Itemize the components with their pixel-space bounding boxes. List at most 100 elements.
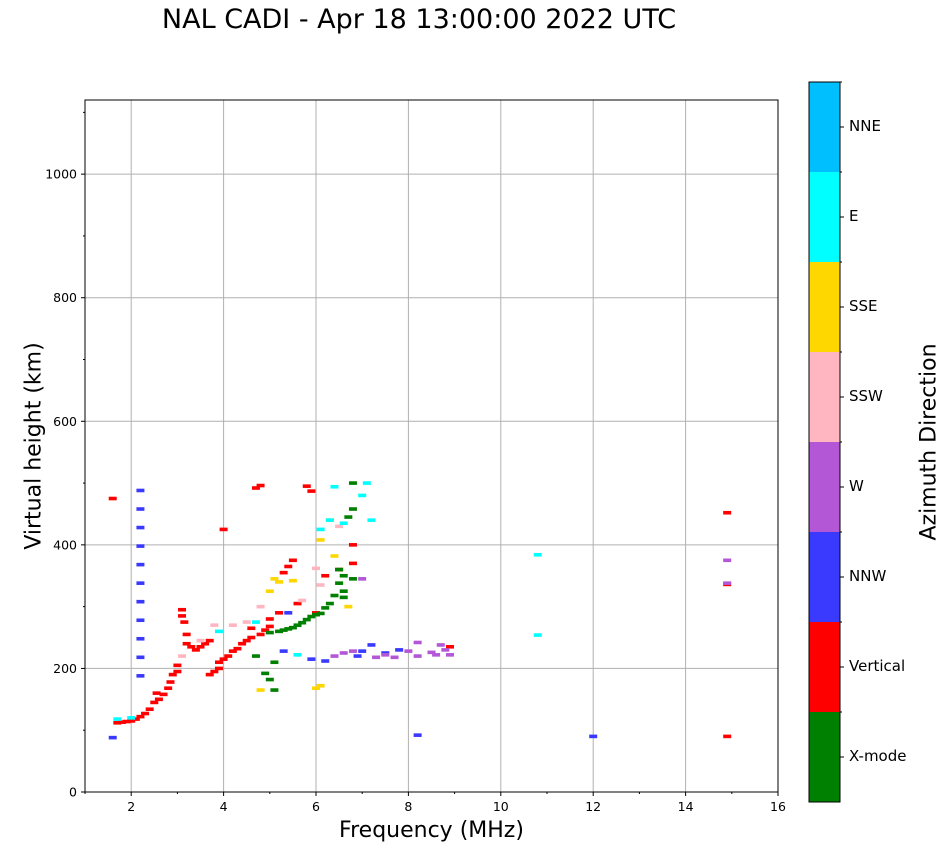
data-point-nnw <box>367 643 376 647</box>
x-tick-label: 2 <box>127 799 135 814</box>
data-point-vertical <box>141 711 150 716</box>
data-point-sse <box>256 688 265 692</box>
colorbar-swatch <box>809 712 840 802</box>
data-point-nnw <box>108 735 117 740</box>
chart-title: NAL CADI - Apr 18 13:00:00 2022 UTC <box>161 4 677 35</box>
y-tick-label: 800 <box>53 290 77 305</box>
data-point-vertical <box>166 680 175 684</box>
data-point-sse <box>275 580 284 584</box>
data-point-vertical <box>251 486 260 490</box>
data-point-ssw <box>196 638 205 643</box>
data-point-w <box>413 654 422 658</box>
data-point-x-mode <box>339 589 348 593</box>
data-point-vertical <box>150 700 159 705</box>
data-point-x-mode <box>279 628 288 632</box>
colorbar-label: Vertical <box>849 657 906 675</box>
data-point-x-mode <box>316 611 325 616</box>
colorbar-frame <box>808 81 841 803</box>
data-point-nnw <box>284 611 293 615</box>
x-tick-label: 8 <box>404 799 412 814</box>
data-point-nnw <box>136 525 145 530</box>
data-point-e <box>533 552 542 557</box>
data-point-vertical <box>117 720 126 724</box>
data-point-vertical <box>113 721 122 725</box>
colorbar <box>808 81 844 803</box>
data-point-x-mode <box>302 617 311 622</box>
data-point-nnw <box>136 507 145 511</box>
data-point-e <box>367 518 376 522</box>
x-tick-label: 14 <box>678 799 694 814</box>
data-point-vertical <box>196 645 205 649</box>
data-point-sse <box>344 604 353 609</box>
data-point-vertical <box>136 714 145 719</box>
x-axis-label: Frequency (MHz) <box>339 818 524 843</box>
data-point-vertical <box>108 496 117 501</box>
data-point-x-mode <box>335 567 344 572</box>
data-point-w <box>413 640 422 645</box>
plot-frame <box>84 99 779 793</box>
data-point-vertical <box>723 510 732 515</box>
data-point-nnw <box>136 562 145 567</box>
data-point-x-mode <box>270 688 279 692</box>
data-point-vertical <box>275 611 284 615</box>
data-point-vertical <box>238 641 247 646</box>
colorbar-swatch <box>809 532 840 622</box>
data-point-sse <box>270 577 279 581</box>
data-point-nnw <box>307 657 316 661</box>
data-point-vertical <box>219 527 228 532</box>
data-point-x-mode <box>335 581 344 585</box>
y-tick-label: 600 <box>53 414 77 429</box>
data-point-nnw <box>279 649 288 653</box>
data-point-x-mode <box>321 606 330 610</box>
data-point-sse <box>312 686 320 690</box>
data-point-e <box>293 653 302 657</box>
data-point-nnw <box>136 488 145 493</box>
data-point-vertical <box>228 649 237 653</box>
data-point-vertical <box>210 669 219 674</box>
data-point-sse <box>330 554 339 558</box>
data-point-e <box>358 493 367 498</box>
data-point-w <box>427 650 436 655</box>
data-point-vertical <box>178 607 187 612</box>
data-point-w <box>441 648 450 652</box>
data-point-vertical <box>247 626 256 631</box>
data-point-vertical <box>288 558 297 563</box>
data-point-vertical <box>224 654 233 658</box>
data-point-vertical <box>265 624 274 629</box>
data-point-x-mode <box>339 573 348 578</box>
data-point-vertical <box>182 641 191 646</box>
data-point-vertical <box>293 601 302 606</box>
data-point-vertical <box>219 657 228 661</box>
data-point-vertical <box>214 666 223 671</box>
data-point-vertical <box>168 672 177 677</box>
data-point-e <box>330 484 339 489</box>
data-point-w <box>381 653 390 657</box>
data-point-x-mode <box>293 623 302 627</box>
data-point-ssw <box>228 623 237 627</box>
data-point-nnw <box>381 651 390 655</box>
data-point-vertical <box>127 719 136 723</box>
data-point-x-mode <box>270 660 279 665</box>
y-tick-label: 1000 <box>45 167 77 182</box>
data-point-vertical <box>191 648 200 652</box>
data-point-x-mode <box>344 515 353 519</box>
data-point-vertical <box>256 483 265 488</box>
data-point-x-mode <box>348 577 357 581</box>
data-point-ssw <box>316 583 325 587</box>
data-point-nnw <box>136 599 145 604</box>
data-point-vertical <box>307 489 316 493</box>
colorbar-label: SSE <box>849 297 878 315</box>
data-point-nnw <box>136 636 145 641</box>
data-point-x-mode <box>288 625 297 630</box>
data-point-nnw <box>136 674 145 678</box>
data-point-vertical <box>164 686 173 690</box>
data-point-w <box>445 653 454 657</box>
data-point-nnw <box>136 618 145 623</box>
data-point-vertical <box>205 672 214 677</box>
colorbar-title: Azimuth Direction <box>916 343 942 541</box>
x-tick-label: 12 <box>585 799 601 814</box>
data-point-x-mode <box>325 601 334 606</box>
data-point-w <box>432 653 441 657</box>
data-point-e <box>127 716 136 720</box>
colorbar-swatch <box>809 352 840 442</box>
